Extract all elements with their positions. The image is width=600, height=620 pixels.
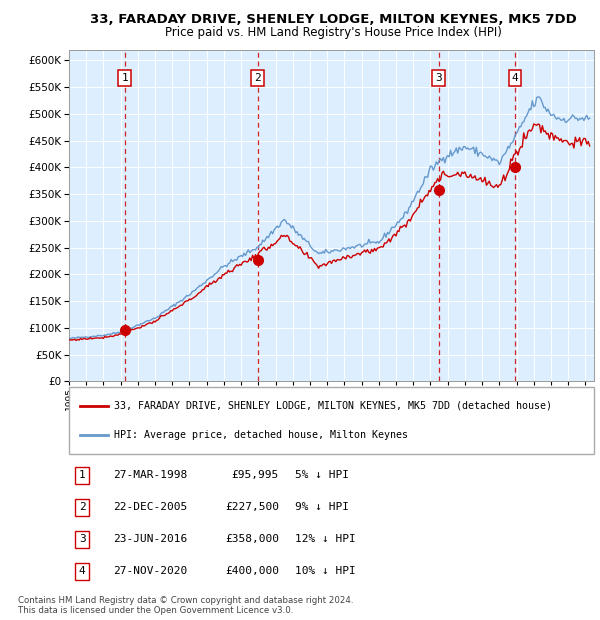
Text: 23-JUN-2016: 23-JUN-2016 <box>113 534 188 544</box>
Text: 3: 3 <box>79 534 86 544</box>
Text: HPI: Average price, detached house, Milton Keynes: HPI: Average price, detached house, Milt… <box>113 430 407 440</box>
Text: 4: 4 <box>79 567 86 577</box>
Text: 27-MAR-1998: 27-MAR-1998 <box>113 471 188 480</box>
Text: This data is licensed under the Open Government Licence v3.0.: This data is licensed under the Open Gov… <box>18 606 293 614</box>
Text: 4: 4 <box>512 73 518 83</box>
Text: 1: 1 <box>121 73 128 83</box>
Text: 5% ↓ HPI: 5% ↓ HPI <box>295 471 349 480</box>
Text: Price paid vs. HM Land Registry's House Price Index (HPI): Price paid vs. HM Land Registry's House … <box>164 26 502 38</box>
Text: £227,500: £227,500 <box>225 502 279 513</box>
Text: 33, FARADAY DRIVE, SHENLEY LODGE, MILTON KEYNES, MK5 7DD (detached house): 33, FARADAY DRIVE, SHENLEY LODGE, MILTON… <box>113 401 551 410</box>
Text: 12% ↓ HPI: 12% ↓ HPI <box>295 534 355 544</box>
FancyBboxPatch shape <box>69 387 594 454</box>
Text: 3: 3 <box>436 73 442 83</box>
Text: 2: 2 <box>254 73 261 83</box>
Text: 9% ↓ HPI: 9% ↓ HPI <box>295 502 349 513</box>
Text: 22-DEC-2005: 22-DEC-2005 <box>113 502 188 513</box>
Text: £95,995: £95,995 <box>232 471 279 480</box>
Text: 2: 2 <box>79 502 86 513</box>
Text: Contains HM Land Registry data © Crown copyright and database right 2024.: Contains HM Land Registry data © Crown c… <box>18 596 353 604</box>
Text: £400,000: £400,000 <box>225 567 279 577</box>
Text: 10% ↓ HPI: 10% ↓ HPI <box>295 567 355 577</box>
Text: 1: 1 <box>79 471 86 480</box>
Text: £358,000: £358,000 <box>225 534 279 544</box>
Text: 33, FARADAY DRIVE, SHENLEY LODGE, MILTON KEYNES, MK5 7DD: 33, FARADAY DRIVE, SHENLEY LODGE, MILTON… <box>89 14 577 26</box>
Text: 27-NOV-2020: 27-NOV-2020 <box>113 567 188 577</box>
